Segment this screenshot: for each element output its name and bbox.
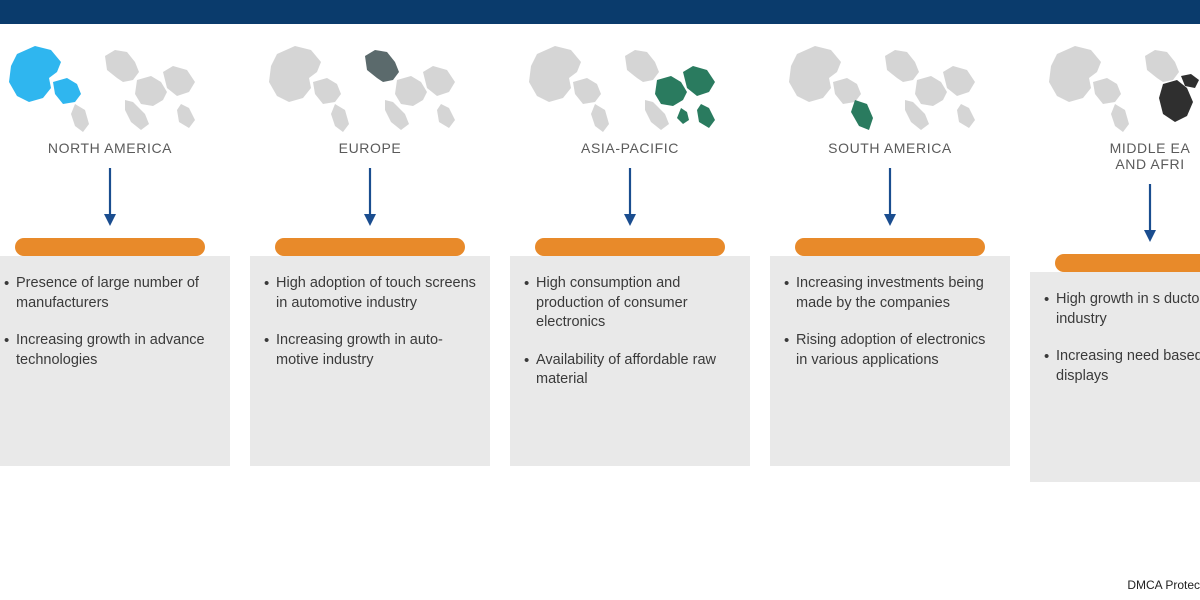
world-map-icon	[265, 38, 475, 134]
col-south-america: SOUTH AMERICA Increasing investments bei…	[760, 38, 1020, 482]
arrow-north-america	[101, 166, 119, 230]
map-mea	[1045, 38, 1200, 134]
info-south-america: Increasing investments being made by the…	[770, 256, 1010, 466]
map-north-america	[5, 38, 215, 134]
point: Increasing growth in ad­vance technologi…	[4, 331, 216, 370]
world-map-icon	[785, 38, 995, 134]
world-map-icon	[525, 38, 735, 134]
col-mea: MIDDLE EA AND AFRI High growth in s duct…	[1020, 38, 1200, 482]
info-europe: High adoption of touch screens in automo…	[250, 256, 490, 466]
pill-asia-pacific	[535, 238, 725, 256]
pill-south-america	[795, 238, 985, 256]
arrow-mea	[1141, 182, 1159, 246]
point: Increasing need based displays	[1044, 347, 1200, 386]
col-asia-pacific: ASIA-PACIFIC High consumption and produc…	[500, 38, 760, 482]
map-south-america	[785, 38, 995, 134]
arrow-down-icon	[621, 166, 639, 228]
arrow-down-icon	[881, 166, 899, 228]
map-europe	[265, 38, 475, 134]
point: Presence of large number of manufacturer…	[4, 274, 216, 313]
arrow-europe	[361, 166, 379, 230]
point: High growth in s ductor industry	[1044, 290, 1200, 329]
pill-north-america	[15, 238, 205, 256]
col-europe: EUROPE High adoption of touch screens in…	[240, 38, 500, 482]
arrow-down-icon	[1141, 182, 1159, 244]
point: High consumption and production of consu…	[524, 274, 736, 333]
title-asia-pacific: ASIA-PACIFIC	[581, 140, 679, 156]
col-north-america: NORTH AMERICA Presence of large number o…	[0, 38, 240, 482]
pill-mea	[1055, 254, 1200, 272]
point: Increasing investments being made by the…	[784, 274, 996, 313]
footer-dmca: DMCA Protec	[1127, 578, 1200, 592]
arrow-asia-pacific	[621, 166, 639, 230]
world-map-icon	[5, 38, 215, 134]
point: Availability of affordable raw material	[524, 351, 736, 390]
point: Increasing growth in auto­motive industr…	[264, 331, 476, 370]
world-map-icon	[1045, 38, 1200, 134]
regions-row: NORTH AMERICA Presence of large number o…	[0, 24, 1200, 482]
info-mea: High growth in s ductor industry Increas…	[1030, 272, 1200, 482]
title-south-america: SOUTH AMERICA	[828, 140, 952, 156]
info-north-america: Presence of large number of manufacturer…	[0, 256, 230, 466]
map-asia-pacific	[525, 38, 735, 134]
point: Rising adoption of elec­tronics in vario…	[784, 331, 996, 370]
title-europe: EUROPE	[339, 140, 402, 156]
arrow-south-america	[881, 166, 899, 230]
title-north-america: NORTH AMERICA	[48, 140, 172, 156]
info-asia-pacific: High consumption and production of consu…	[510, 256, 750, 466]
point: High adoption of touch screens in automo…	[264, 274, 476, 313]
top-bar	[0, 0, 1200, 24]
arrow-down-icon	[101, 166, 119, 228]
pill-europe	[275, 238, 465, 256]
arrow-down-icon	[361, 166, 379, 228]
title-mea: MIDDLE EA AND AFRI	[1110, 140, 1191, 172]
